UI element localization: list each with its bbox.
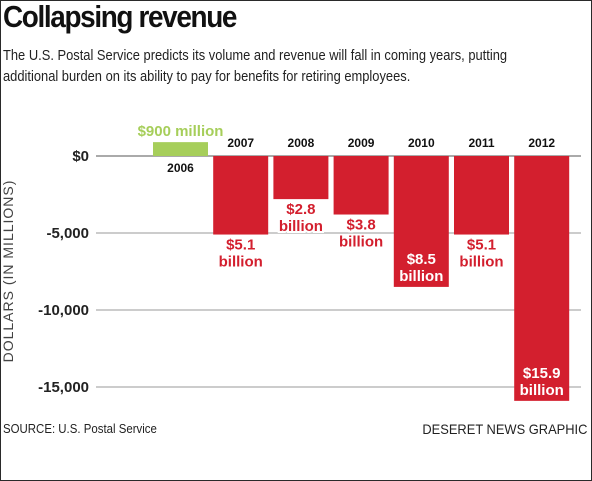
graphic-credit: DESERET NEWS GRAPHIC <box>421 421 587 437</box>
x-category-label: 2012 <box>528 136 555 150</box>
y-tick-label: -5,000 <box>46 225 89 242</box>
data-label: $5.1 <box>467 237 496 254</box>
page-title: Collapsing revenue <box>3 0 237 34</box>
data-label: billion <box>399 268 443 285</box>
bar-2009 <box>333 156 389 215</box>
bars <box>153 142 570 401</box>
subtitle: The U.S. Postal Service predicts its vol… <box>3 47 508 85</box>
data-label: $8.5 <box>407 251 436 268</box>
x-category-label: 2009 <box>348 136 375 150</box>
bar-2010 <box>393 156 449 287</box>
bar-2006 <box>153 142 208 156</box>
y-axis-label: DOLLARS (IN MILLIONS) <box>1 180 16 363</box>
bar-2008 <box>273 156 329 200</box>
y-tick-label: -10,000 <box>38 302 89 319</box>
x-category-label: 2010 <box>408 136 435 150</box>
data-label: billion <box>459 254 503 271</box>
x-category-label: 2008 <box>288 136 315 150</box>
bar-2011 <box>454 156 509 235</box>
data-label: $3.8 <box>346 217 375 234</box>
x-category-label: 2007 <box>227 136 254 150</box>
x-category-label: 2011 <box>468 136 494 150</box>
x-category-label: 2006 <box>167 161 194 175</box>
data-label: billion <box>279 218 323 235</box>
bar-2007 <box>213 156 269 235</box>
data-label: $2.8 <box>286 201 315 218</box>
data-label: $15.9 <box>523 365 561 382</box>
bar-2012 <box>514 156 570 401</box>
y-tick-label: -15,000 <box>38 379 89 396</box>
data-label: $900 million <box>138 123 224 140</box>
y-tick-label: $0 <box>72 148 89 165</box>
data-label: billion <box>219 254 263 271</box>
y-tick-labels: $0 -5,000 -10,000 -15,000 <box>38 148 89 396</box>
data-label: billion <box>520 382 564 399</box>
data-label: $5.1 <box>226 237 255 254</box>
source-note: SOURCE: U.S. Postal Service <box>3 421 157 436</box>
data-label: billion <box>339 234 383 251</box>
x-category-labels: 2006 2007 2008 2009 2010 2011 2012 <box>167 136 555 175</box>
